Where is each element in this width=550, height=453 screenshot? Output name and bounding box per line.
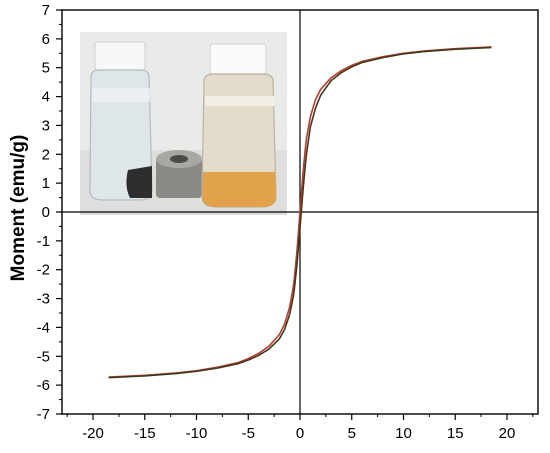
y-tick-label: -6 xyxy=(37,377,50,394)
y-tick-label: -2 xyxy=(37,262,50,279)
ring-magnet xyxy=(156,150,202,198)
x-tick-label: 5 xyxy=(348,425,356,442)
left-vial-cap xyxy=(94,41,146,71)
series-line-2 xyxy=(108,46,492,379)
magnet-hole xyxy=(170,155,188,163)
x-tick-label: 0 xyxy=(296,425,304,442)
x-tick-label: 15 xyxy=(447,425,464,442)
y-tick-label: -4 xyxy=(37,319,50,336)
y-tick-label: -7 xyxy=(37,406,50,423)
left-vial-liquid-line xyxy=(92,88,150,102)
magnet-body xyxy=(156,158,202,198)
y-tick-label: 3 xyxy=(42,117,50,134)
y-tick-label: -3 xyxy=(37,291,50,308)
y-tick-label: 5 xyxy=(42,60,50,77)
x-tick-label: -20 xyxy=(82,425,104,442)
right-vial xyxy=(201,43,277,208)
y-tick-label: -1 xyxy=(37,233,50,250)
inset-photo-vials xyxy=(80,32,287,215)
y-tick-label: 4 xyxy=(42,89,50,106)
x-tick-label: 10 xyxy=(395,425,412,442)
y-axis-title: Moment (emu/g) xyxy=(8,135,29,282)
right-vial-foam xyxy=(205,96,275,106)
x-tick-label: -10 xyxy=(186,425,208,442)
y-tick-label: 1 xyxy=(42,175,50,192)
series-lines xyxy=(108,46,492,379)
right-vial-cap xyxy=(209,43,267,75)
axes: -20 -15 -10 -5 0 5 10 15 20-7-6-5-4-3-2-10123456… xyxy=(37,2,539,442)
x-tick-label: 20 xyxy=(499,425,516,442)
left-vial xyxy=(89,41,153,201)
y-tick-label: 6 xyxy=(42,31,50,48)
y-tick-label: 7 xyxy=(42,2,50,19)
right-vial-liquid xyxy=(202,172,276,207)
left-vial-magnetic-particles xyxy=(126,166,152,198)
x-tick-label: -5 xyxy=(242,425,255,442)
y-tick-label: 0 xyxy=(42,204,50,221)
x-tick-label: -15 xyxy=(134,425,156,442)
y-tick-label: -5 xyxy=(37,348,50,365)
y-tick-label: 2 xyxy=(42,146,50,163)
